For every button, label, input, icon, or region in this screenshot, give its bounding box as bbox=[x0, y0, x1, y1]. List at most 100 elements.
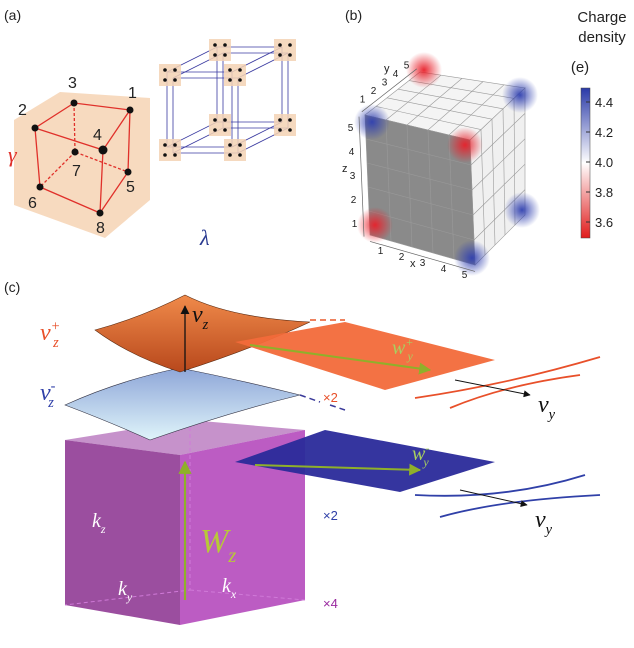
vertex bbox=[72, 149, 79, 156]
lattice-site bbox=[224, 139, 246, 161]
site-dot bbox=[163, 143, 167, 147]
wy-plus-label-base: w bbox=[392, 337, 406, 359]
vz-minus-label: v-z bbox=[40, 378, 56, 411]
vertex-label: 6 bbox=[28, 195, 37, 212]
vertex bbox=[125, 169, 132, 176]
site-dot bbox=[278, 43, 282, 47]
lattice-site bbox=[159, 139, 181, 161]
lambda-label: λ bbox=[199, 225, 210, 250]
site-dot bbox=[228, 78, 232, 82]
vertex bbox=[127, 107, 134, 114]
axis-tick-label: 2 bbox=[371, 86, 377, 97]
site-dot bbox=[278, 118, 282, 122]
site-dot bbox=[163, 68, 167, 72]
colorbar-tick-label: 4.4 bbox=[595, 95, 613, 110]
wy-plus-label-sub: y bbox=[406, 349, 413, 363]
vertex-label: 4 bbox=[93, 127, 102, 144]
vy-label-base: v bbox=[538, 392, 549, 418]
charge-spot bbox=[406, 52, 442, 88]
axis-tick-label: 4 bbox=[349, 147, 355, 158]
lattice-site bbox=[159, 64, 181, 86]
charge-spot bbox=[357, 207, 393, 243]
wy-minus-label-sub: y bbox=[422, 455, 429, 469]
axis-tick-label: 3 bbox=[382, 78, 388, 89]
colorbar-title: Charge bbox=[577, 9, 626, 26]
wz-label-sub: z bbox=[227, 545, 236, 567]
gamma-label: γ bbox=[8, 142, 18, 167]
vy-label-sub: y bbox=[547, 407, 556, 423]
site-dot bbox=[238, 143, 242, 147]
multiplier: ×2 bbox=[323, 508, 338, 523]
site-dot bbox=[223, 128, 227, 132]
wy-plus-label-sup: + bbox=[405, 335, 413, 349]
wy-plus-label: w+y bbox=[392, 335, 413, 363]
site-dot bbox=[288, 43, 292, 47]
site-dot bbox=[278, 128, 282, 132]
axis-tick-label: 3 bbox=[350, 171, 356, 182]
lattice-site bbox=[224, 64, 246, 86]
vertex-label: 7 bbox=[72, 163, 81, 180]
lattice-site bbox=[274, 114, 296, 136]
colorbar-tick-label: 3.8 bbox=[595, 185, 613, 200]
multiplier: ×4 bbox=[323, 596, 338, 611]
vertex-label: 3 bbox=[68, 75, 77, 92]
axis-tick-label: 5 bbox=[348, 123, 354, 134]
site-dot bbox=[173, 68, 177, 72]
site-dot bbox=[288, 128, 292, 132]
axis-title: y bbox=[384, 63, 390, 75]
gamma-cube bbox=[14, 92, 150, 238]
panel-label: (a) bbox=[4, 7, 21, 23]
site-dot bbox=[288, 118, 292, 122]
vertex bbox=[32, 125, 39, 132]
site-dot bbox=[223, 118, 227, 122]
site-dot bbox=[163, 78, 167, 82]
wy-minus-label: w-y bbox=[412, 441, 429, 469]
vertex-label: 8 bbox=[96, 220, 105, 237]
vy-arrow bbox=[460, 490, 527, 505]
vz-minus-label-sub: z bbox=[47, 395, 54, 411]
vz-plus-label-base: v bbox=[40, 320, 51, 346]
site-dot bbox=[238, 78, 242, 82]
axis-tick-label: 1 bbox=[360, 95, 366, 106]
vy-label-base: v bbox=[535, 507, 546, 533]
vy-label: vy bbox=[538, 392, 556, 423]
site-dot bbox=[238, 68, 242, 72]
dispersion-curves bbox=[415, 357, 600, 517]
site-dot bbox=[228, 68, 232, 72]
vy-label: vy bbox=[535, 507, 553, 538]
colorbar-title: density bbox=[578, 29, 626, 46]
site-dot bbox=[213, 118, 217, 122]
lattice-site bbox=[274, 39, 296, 61]
axis-tick-label: 4 bbox=[441, 264, 447, 275]
vz-plus-label: v+z bbox=[40, 318, 60, 351]
axis-tick-label: 2 bbox=[351, 195, 357, 206]
charge-spot bbox=[502, 77, 538, 113]
lattice-site bbox=[209, 39, 231, 61]
axis-tick-label: 1 bbox=[378, 246, 384, 257]
lattice-site bbox=[209, 114, 231, 136]
site-dot bbox=[213, 53, 217, 57]
vz-label-sub: z bbox=[202, 317, 209, 333]
site-dot bbox=[228, 153, 232, 157]
site-dot bbox=[278, 53, 282, 57]
vertex-label: 5 bbox=[126, 179, 135, 196]
panel-label: (c) bbox=[4, 279, 20, 295]
vertex-label: 1 bbox=[128, 85, 137, 102]
site-dot bbox=[228, 143, 232, 147]
vertex bbox=[99, 146, 108, 155]
vz-minus-label-sup: - bbox=[51, 378, 56, 394]
vertex bbox=[97, 210, 104, 217]
site-dot bbox=[163, 153, 167, 157]
vy-label-sub: y bbox=[544, 522, 553, 538]
colorbar-tick-label: 4.2 bbox=[595, 125, 613, 140]
charge-spot bbox=[447, 127, 483, 163]
site-dot bbox=[223, 43, 227, 47]
site-dot bbox=[238, 153, 242, 157]
vertex bbox=[37, 184, 44, 191]
axis-tick-label: 5 bbox=[462, 270, 468, 281]
colorbar-tick-label: 3.6 bbox=[595, 215, 613, 230]
site-dot bbox=[288, 53, 292, 57]
site-dot bbox=[173, 78, 177, 82]
panel-label: (b) bbox=[345, 7, 362, 23]
site-dot bbox=[213, 128, 217, 132]
